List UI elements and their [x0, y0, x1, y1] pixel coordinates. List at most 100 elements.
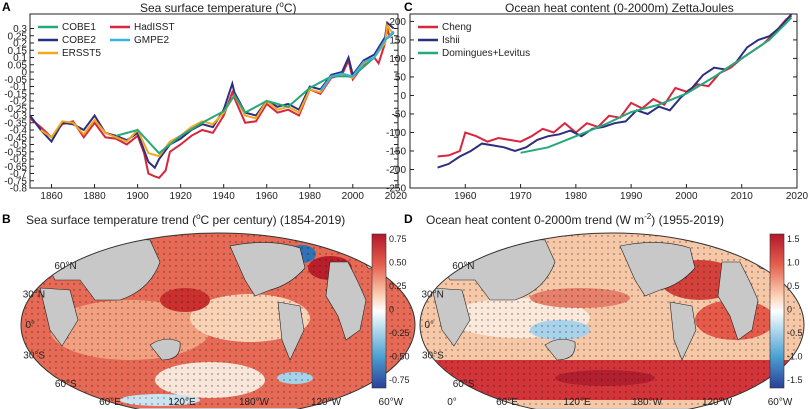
- x-tick-label: 1940: [213, 191, 236, 202]
- y-tick-label: -0.3: [10, 111, 28, 122]
- x-tick-label: 1920: [170, 191, 193, 202]
- panel-letter-a: A: [2, 0, 11, 14]
- colorbar-tick-label: 0.5: [787, 281, 800, 291]
- colorbar-tick-label: -0.25: [389, 328, 410, 338]
- y-tick-label: -100: [386, 128, 406, 139]
- x-tick-label: 1960: [256, 191, 279, 202]
- colorbar-tick-label: -0.5: [787, 328, 803, 338]
- x-tick-label: 1990: [620, 191, 643, 202]
- legend-label: HadISST: [134, 22, 175, 33]
- map-lat-label: 30°S: [422, 350, 444, 361]
- legend-label: Cheng: [442, 22, 471, 33]
- x-tick-label: 2010: [731, 191, 754, 202]
- y-tick-label: -0.65: [4, 162, 27, 173]
- map-lat-label: 30°N: [23, 290, 45, 301]
- y-tick-label: -0.25: [4, 104, 27, 115]
- panel-letter-c: C: [404, 0, 413, 14]
- legend-label: GMPE2: [134, 35, 169, 46]
- map-lon-label: 0°: [447, 397, 457, 408]
- y-tick-label: -150: [386, 146, 406, 157]
- plot-frame: [409, 13, 798, 189]
- land-africa-east: [325, 261, 367, 341]
- x-tick-label: 1980: [565, 191, 588, 202]
- map-lon-label: 60°E: [496, 397, 518, 408]
- colorbar-tick-label: 0.50: [389, 258, 407, 268]
- map-lon-label: 120°W: [311, 397, 342, 408]
- y-tick-label: -0.45: [4, 133, 27, 144]
- y-tick-label: -0.55: [4, 147, 27, 158]
- y-tick-label: -250: [386, 184, 406, 195]
- y-tick-label: 0.25: [8, 31, 28, 42]
- map-lat-label: 60°N: [452, 261, 474, 272]
- panel-d-title: Ocean heat content 0-2000m trend (W m-2)…: [426, 212, 724, 227]
- colorbar-tick-label: 1.0: [787, 258, 800, 268]
- map-lat-label: 60°N: [54, 261, 76, 272]
- map-lat-label: 0°: [424, 320, 434, 331]
- colorbar-tick-label: 0: [787, 305, 792, 315]
- y-tick-label: 0.05: [8, 60, 28, 71]
- x-tick-label: 1860: [40, 191, 63, 202]
- colorbar-tick-label: -1.5: [787, 375, 803, 385]
- legend-label: ERSST5: [62, 48, 101, 59]
- y-tick-label: -0.2: [10, 97, 28, 108]
- series-line-cobe1: [115, 32, 395, 155]
- colorbar-d: [769, 233, 785, 389]
- legend-label: COBE1: [62, 22, 96, 33]
- x-tick-label: 2000: [342, 191, 365, 202]
- legend-label: COBE2: [62, 35, 96, 46]
- y-tick-label: -0.4: [10, 126, 28, 137]
- panel-a-title: Sea surface temperature (oC): [140, 0, 297, 15]
- colorbar-tick-label: 0.25: [389, 281, 407, 291]
- series-line-domingues-levitus: [520, 16, 793, 154]
- panel-letter-d: D: [404, 212, 413, 226]
- map-lon-label: 60°W: [768, 397, 793, 408]
- map-lat-label: 60°S: [453, 379, 475, 390]
- x-tick-label: 2020: [385, 191, 408, 202]
- y-tick-label: 0: [21, 68, 27, 79]
- sst-timeseries-chart: 1860 1880 1900 1920 1940 1960 1980 2000 20200.30…: [4, 13, 408, 202]
- map-lon-label: 120°E: [168, 397, 196, 408]
- map-lat-label: 0°: [25, 320, 35, 331]
- y-tick-label: -0.7: [10, 169, 28, 180]
- x-tick-label: 2020: [786, 191, 809, 202]
- sst-trend-map: [20, 232, 416, 409]
- y-tick-label: 0.3: [13, 24, 27, 35]
- land-australia: [149, 338, 181, 361]
- y-tick-label: -0.5: [10, 140, 28, 151]
- land-south-america: [277, 301, 305, 361]
- x-tick-label: 2000: [675, 191, 698, 202]
- map-lat-label: 30°N: [421, 290, 443, 301]
- panel-c-title: Ocean heat content (0-2000m) ZettaJoules: [505, 1, 734, 15]
- land-north-america: [229, 242, 306, 297]
- y-tick-label: 200: [389, 17, 406, 28]
- y-tick-label: -0.8: [10, 184, 28, 195]
- map-lon-label: 60°W: [379, 397, 404, 408]
- colorbar-tick-label: -0.75: [389, 375, 410, 385]
- colorbar-tick-label: -1.0: [787, 352, 803, 362]
- land-africa: [39, 287, 79, 347]
- map-lon-label: 180°W: [632, 397, 663, 408]
- series-line-ishii: [437, 13, 793, 169]
- y-tick-label: -0.15: [4, 89, 27, 100]
- panel-b-title: Sea surface temperature trend (oC per ce…: [26, 212, 345, 227]
- ohc-timeseries-chart: 1960 1970 1980 1990 2000 2010 2020 200 150 100 50 0…: [386, 13, 809, 202]
- map-lat-label: 60°S: [55, 379, 77, 390]
- y-tick-label: 150: [389, 35, 406, 46]
- map-lat-label: 30°S: [23, 350, 45, 361]
- y-tick-label: -0.75: [4, 176, 27, 187]
- map-lon-label: 180°W: [239, 397, 270, 408]
- colorbar-tick-label: 0: [389, 305, 394, 315]
- colorbar-tick-label: -0.50: [389, 352, 410, 362]
- y-tick-label: -0.6: [10, 155, 28, 166]
- y-tick-label: -0.05: [4, 75, 27, 86]
- x-tick-label: 1880: [83, 191, 106, 202]
- x-tick-label: 1900: [126, 191, 149, 202]
- legend-label: Ishii: [442, 35, 460, 46]
- y-tick-label: -0.1: [10, 82, 28, 93]
- series-line-hadisst: [29, 28, 395, 179]
- y-tick-label: -50: [392, 109, 407, 120]
- y-tick-label: 50: [395, 72, 407, 83]
- y-tick-label: 0.1: [13, 53, 27, 64]
- map-lon-label: 120°E: [563, 397, 591, 408]
